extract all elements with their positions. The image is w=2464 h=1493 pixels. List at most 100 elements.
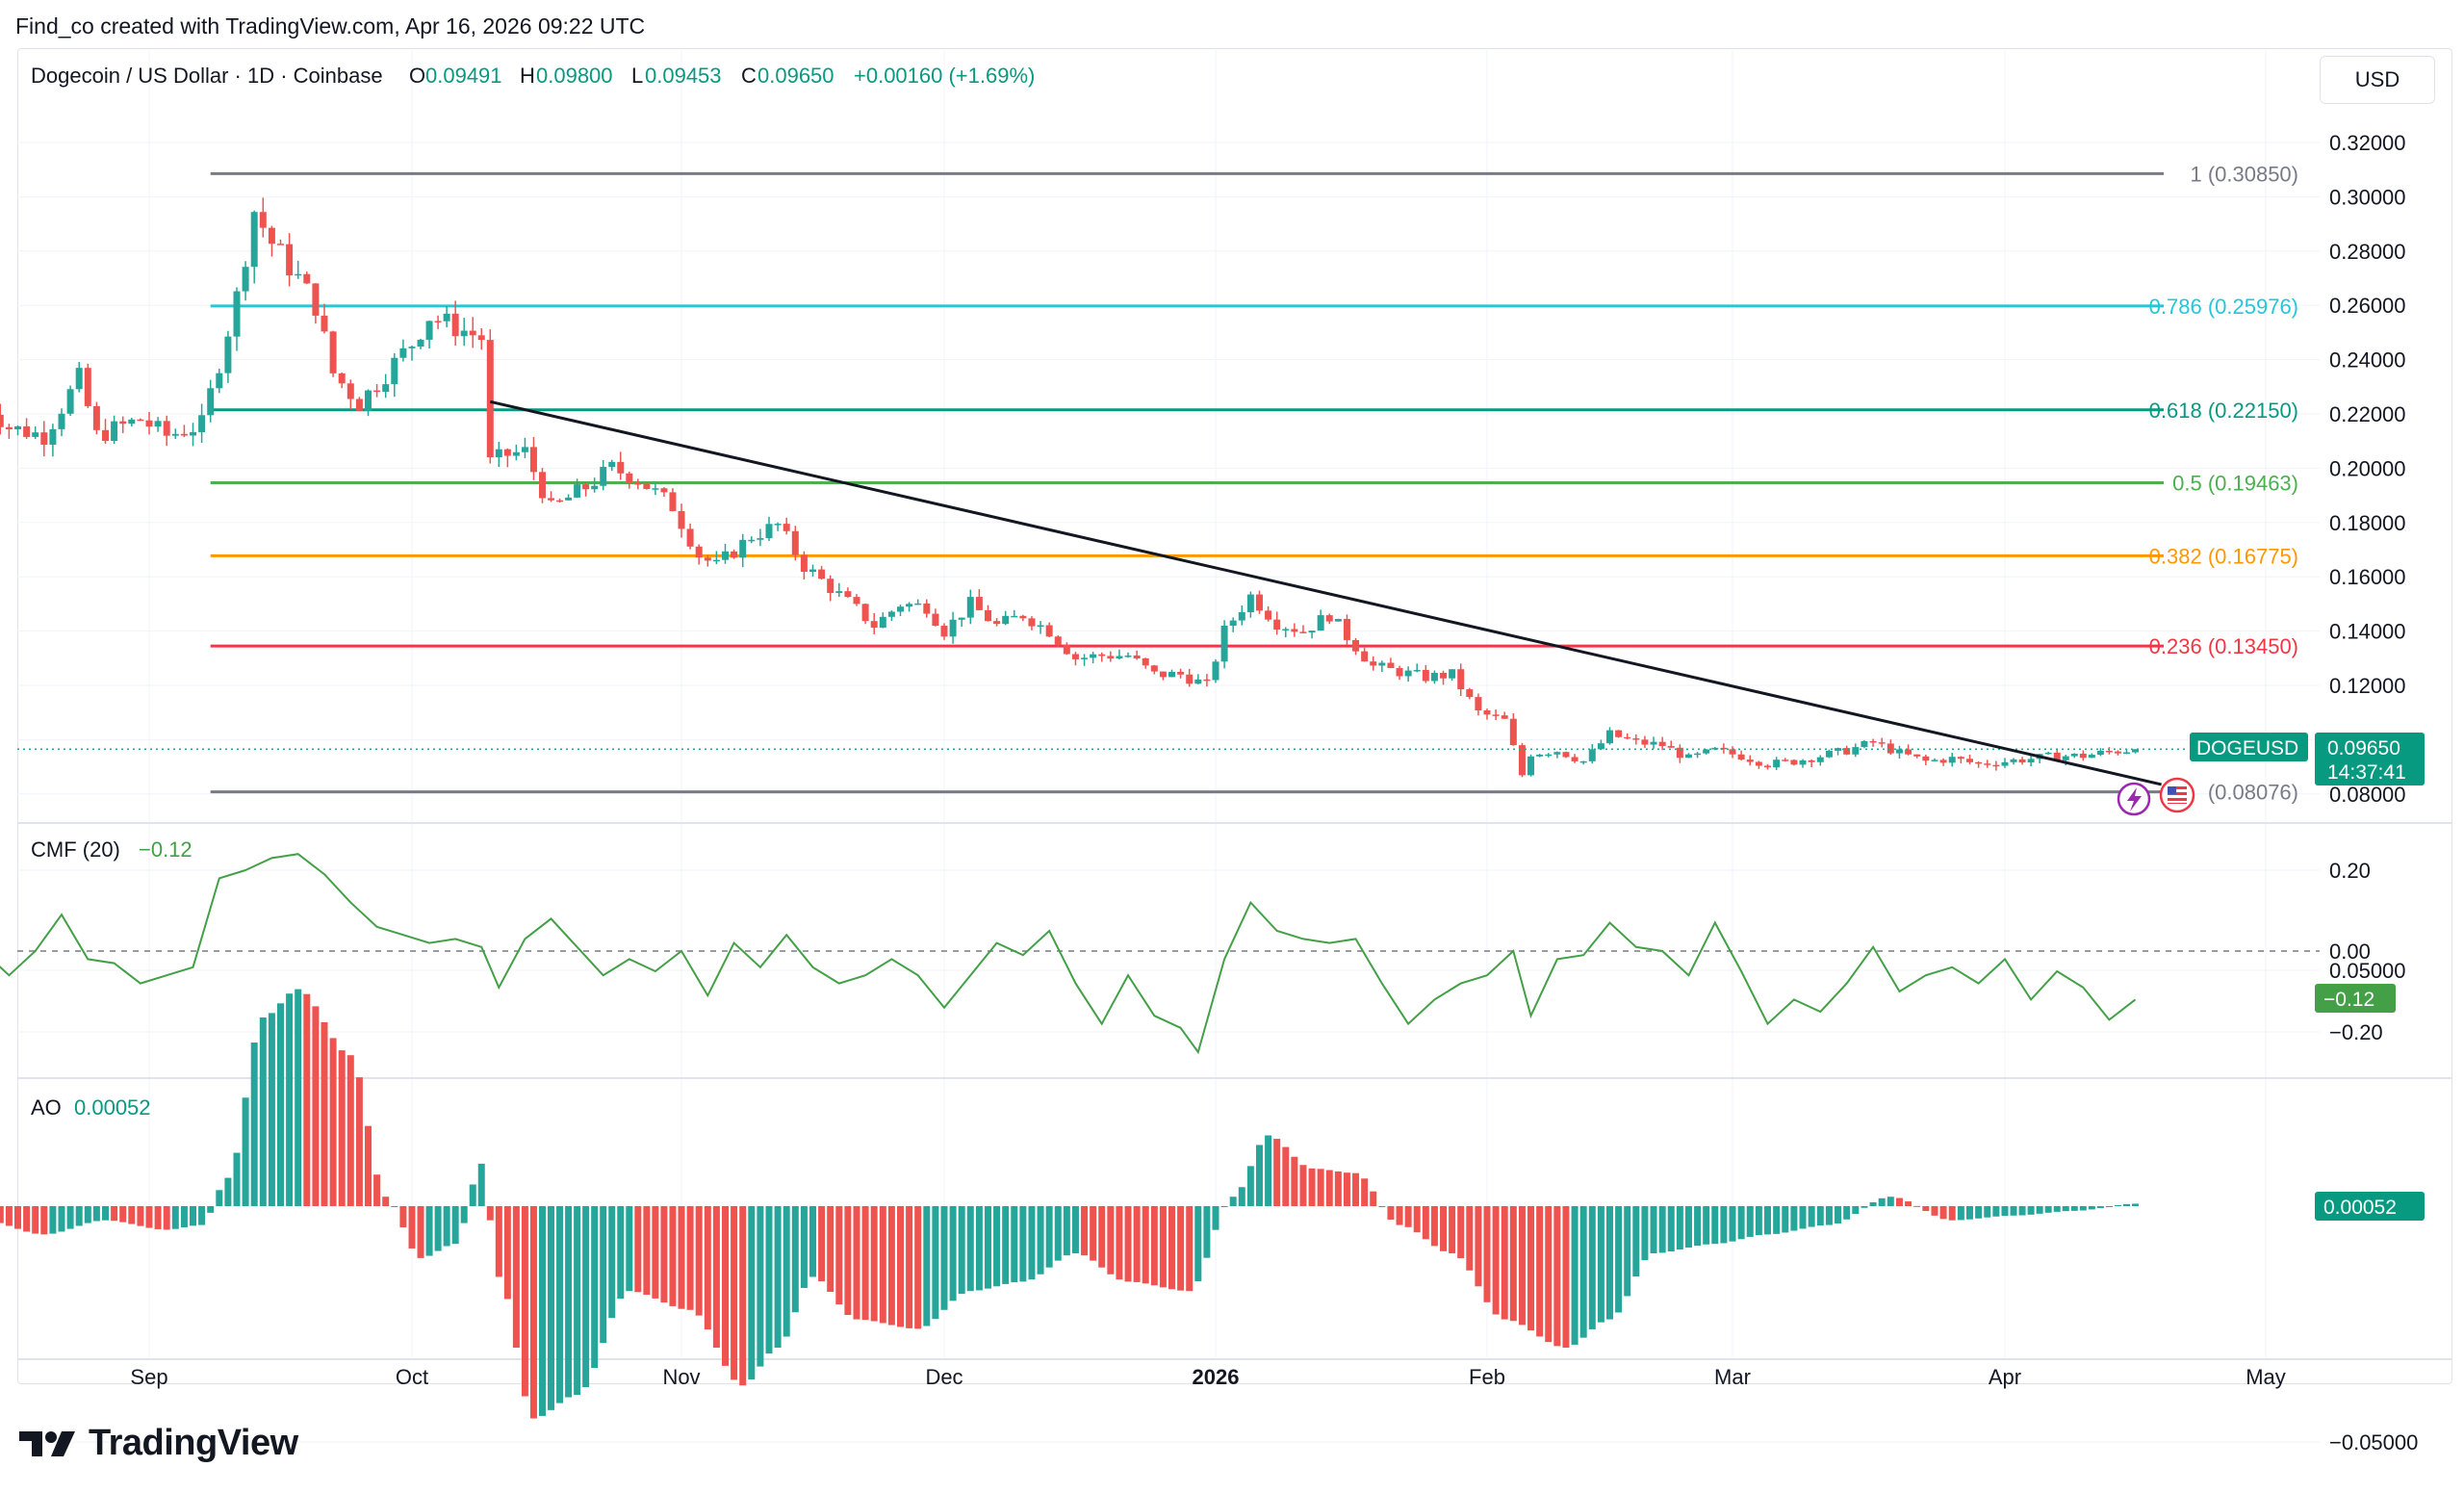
x-tick-label: Nov: [662, 1365, 700, 1389]
candle-body: [1238, 612, 1245, 621]
candle-body: [818, 569, 826, 579]
tradingview-logo-icon: [19, 1430, 75, 1456]
y-tick-label: 0.18000: [2329, 511, 2406, 535]
event-icons[interactable]: [2117, 777, 2195, 816]
candle-body: [443, 313, 450, 322]
ao-tick-label: 0.05000: [2329, 959, 2406, 983]
ao-bar: [923, 1206, 931, 1326]
ao-bar: [686, 1206, 694, 1310]
change-value: +0.00160 (+1.69%): [854, 64, 1035, 88]
x-tick-label: May: [2246, 1365, 2286, 1389]
candle-body: [1352, 639, 1360, 652]
candle-body: [1553, 752, 1561, 755]
candle-body: [0, 414, 4, 427]
candle-body: [477, 335, 485, 341]
ao-bar: [417, 1206, 424, 1258]
ao-bar: [2132, 1203, 2139, 1206]
fib-label: 1 (0.30850): [2190, 162, 2298, 186]
candle-body: [1212, 661, 1219, 681]
symbol-tag: DOGEUSD: [2196, 737, 2298, 759]
candle-body: [1501, 715, 1508, 719]
candle-body: [216, 373, 223, 389]
candle-body: [1729, 749, 1736, 755]
candle-body: [1571, 757, 1578, 761]
candle-body: [137, 419, 144, 422]
ao-bar: [1212, 1206, 1219, 1230]
candle-body: [1081, 657, 1089, 659]
ao-bar: [949, 1206, 957, 1301]
tradingview-logo[interactable]: TradingView: [19, 1423, 298, 1464]
ao-pane: [0, 989, 2139, 1419]
candle-body: [1116, 656, 1123, 659]
cmf-line: [0, 853, 2137, 1055]
candle-body: [382, 384, 390, 392]
ao-bar: [1984, 1206, 1991, 1218]
y-tick-label: 0.20000: [2329, 456, 2406, 480]
candle-body: [1597, 743, 1604, 750]
price-tag-value: 0.09650: [2327, 737, 2400, 759]
ao-bar: [495, 1206, 502, 1277]
candle-body: [1975, 761, 1983, 764]
ao-bar: [600, 1206, 607, 1344]
candle-body: [1229, 620, 1237, 626]
ao-bar: [748, 1206, 756, 1380]
ao-bar: [1449, 1206, 1456, 1253]
candle-body: [1667, 746, 1675, 748]
candle-body: [242, 267, 249, 292]
candle-body: [259, 212, 267, 228]
ao-bar: [1475, 1206, 1482, 1287]
candle-body: [1291, 629, 1298, 632]
candle-body: [521, 447, 528, 452]
candle-body: [1071, 654, 1079, 659]
candle-body: [1782, 759, 1789, 761]
low-value: 0.09453: [645, 64, 722, 88]
ao-bar: [2105, 1206, 2113, 1207]
candle-body: [1518, 745, 1526, 776]
ao-bar: [399, 1206, 407, 1228]
candle-body: [1011, 615, 1018, 618]
ao-bar: [5, 1206, 13, 1226]
ao-bar: [373, 1174, 381, 1206]
ao-bar: [1676, 1206, 1683, 1250]
candle-body: [731, 551, 738, 558]
ao-bar: [1729, 1206, 1736, 1242]
trendline[interactable]: [489, 399, 2162, 786]
fib-label: 0.382 (0.16775): [2149, 544, 2298, 568]
candle-body: [1816, 757, 1824, 762]
ao-bar: [1843, 1206, 1851, 1220]
candle-body: [887, 611, 895, 617]
candle-body: [2053, 752, 2061, 760]
ao-bar: [1387, 1206, 1395, 1220]
cmf-tick-label: −0.20: [2329, 1020, 2383, 1044]
candle-body: [1939, 759, 1947, 763]
candle-body: [40, 432, 48, 445]
currency-button[interactable]: USD: [2320, 56, 2435, 104]
ao-bar: [1291, 1156, 1298, 1206]
candle-body: [277, 244, 284, 245]
ao-bar: [1308, 1168, 1316, 1206]
ao-bar: [914, 1206, 922, 1329]
ao-bar: [669, 1206, 677, 1306]
candle-body: [145, 420, 153, 427]
candle-body: [695, 546, 703, 558]
ao-bar: [1159, 1206, 1167, 1288]
fib-retracement[interactable]: 1 (0.30850) 0.786 (0.25976) 0.618 (0.22150…: [210, 162, 2298, 805]
brand-name: TradingView: [89, 1423, 298, 1463]
candle-body: [365, 390, 372, 411]
candle-body: [993, 621, 1001, 625]
candle-body: [408, 347, 416, 348]
ao-bar: [1624, 1206, 1631, 1297]
countdown: 14:37:41: [2327, 761, 2406, 784]
ao-bar: [809, 1206, 816, 1277]
candle-body: [722, 551, 729, 560]
ao-bar: [216, 1190, 223, 1206]
candle-body: [1142, 658, 1149, 666]
ao-bar: [224, 1177, 232, 1206]
candle-body: [1396, 667, 1403, 677]
ao-bar: [1835, 1206, 1842, 1223]
candle-body: [1457, 669, 1465, 690]
ao-bar: [1378, 1206, 1386, 1207]
ao-bar: [1579, 1206, 1587, 1338]
y-tick-label: 0.12000: [2329, 674, 2406, 698]
